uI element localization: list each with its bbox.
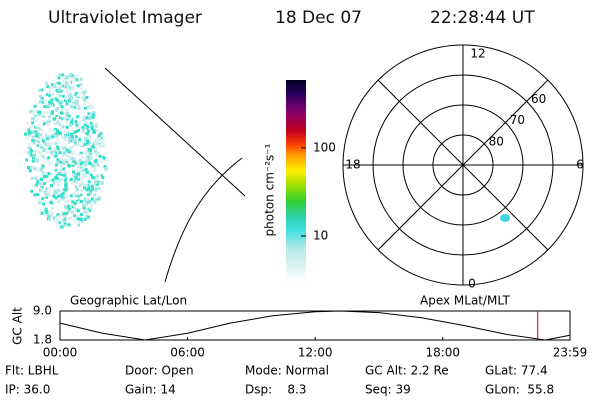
polar-plot [342,44,584,286]
title: Ultraviolet Imager [48,8,202,28]
lat-label: 70 [510,113,525,127]
x-tick-label: 12:00 [298,346,333,360]
info-field: Mode: Normal [245,364,329,378]
info-field: Seq: 39 [365,383,411,397]
x-tick-label: 00:00 [43,346,78,360]
colorbar [286,80,306,282]
info-field: IP: 36.0 [5,383,50,397]
altitude-right-title: Apex MLat/MLT [420,294,510,308]
altitude-left-title: Geographic Lat/Lon [70,294,187,308]
x-tick-label: 23:59 [553,346,588,360]
altitude-line [59,310,571,341]
info-field: Gain: 14 [125,383,176,397]
colorbar-label: photon cm⁻²s⁻¹ [263,143,277,236]
lat-ring [402,104,524,226]
colorbar-tick-label: 100 [313,140,336,154]
y-tick-label: 9.0 [33,304,52,318]
lat-label: 60 [531,92,546,106]
info-field: Dsp: 8.3 [245,383,307,397]
mlt-label: 6 [576,158,584,172]
x-tick-label: 18:00 [425,346,460,360]
info-panel: Flt: LBHL Door: Open Mode: Normal GC Alt: 2… [5,364,554,397]
altitude-ylabel: GC Alt [11,307,25,345]
colorbar-tick-label: 10 [313,228,328,242]
map-curve [164,157,243,283]
info-field: GLon: 55.8 [485,383,554,397]
mlt-label: 12 [470,47,485,61]
time: 22:28:44 UT [430,8,535,28]
altitude-frame [59,310,571,341]
map-line [104,67,246,197]
aurora-image [24,72,109,230]
info-field: GLat: 77.4 [485,364,548,378]
info-field: GC Alt: 2.2 Re [365,364,449,378]
lat-ring [372,74,554,256]
info-field: Door: Open [125,364,194,378]
mlt-label: 0 [468,277,476,291]
info-field: Flt: LBHL [5,364,59,378]
x-tick-label: 06:00 [170,346,205,360]
y-tick-label: 1.8 [33,333,52,347]
lat-label: 80 [489,134,504,148]
date: 18 Dec 07 [275,8,362,28]
lat-ring [432,134,494,196]
mlt-label: 18 [345,158,360,172]
